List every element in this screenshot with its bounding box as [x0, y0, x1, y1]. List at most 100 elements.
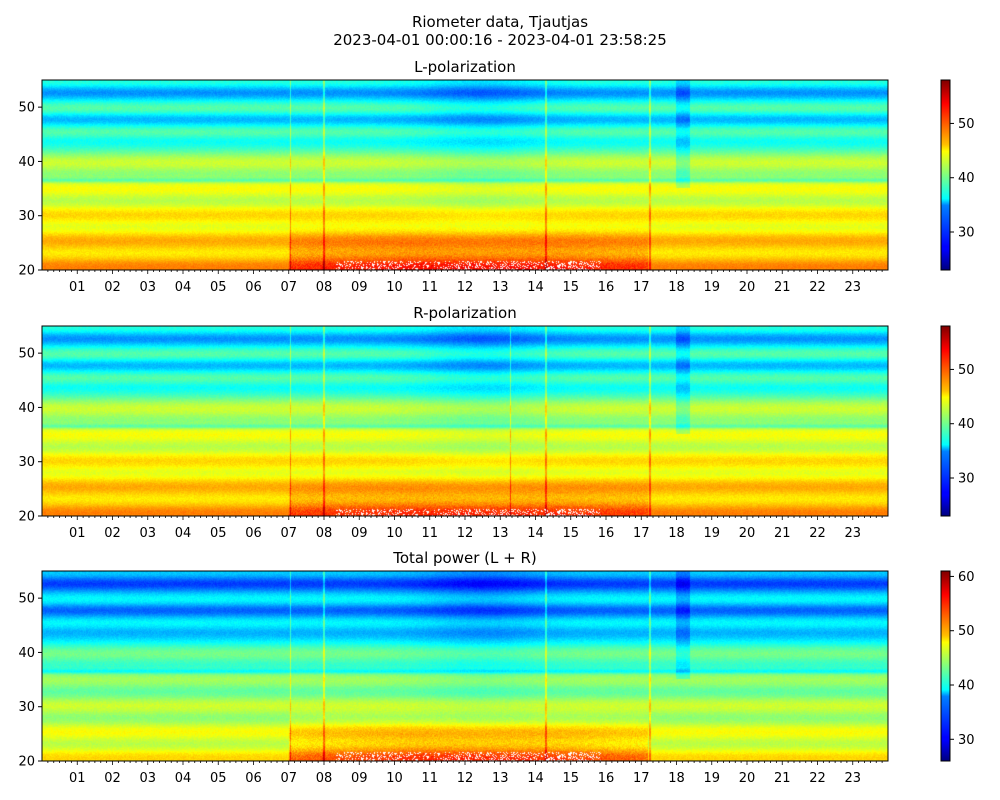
figure-title: Riometer data, Tjautjas [412, 13, 588, 31]
colorbar-tick-label: 50 [958, 117, 975, 132]
x-tick-label: 21 [774, 526, 791, 541]
x-tick-label: 16 [598, 280, 615, 295]
x-tick-label: 15 [562, 771, 579, 786]
colorbar-tick-label: 40 [958, 171, 975, 186]
x-tick-label: 16 [598, 526, 615, 541]
x-tick-label: 09 [351, 526, 368, 541]
x-tick-label: 08 [316, 280, 333, 295]
x-tick-label: 05 [210, 280, 227, 295]
heatmap-image [42, 571, 888, 761]
x-tick-label: 01 [69, 280, 86, 295]
colorbar-tick-label: 60 [958, 570, 975, 585]
y-tick-label: 40 [18, 155, 35, 170]
colorbar-tick-label: 40 [958, 679, 975, 694]
colorbar-tick-label: 50 [958, 363, 975, 378]
y-tick-label: 40 [18, 401, 35, 416]
x-tick-label: 14 [527, 771, 544, 786]
x-tick-label: 12 [457, 280, 474, 295]
x-tick-label: 01 [69, 771, 86, 786]
x-tick-label: 01 [69, 526, 86, 541]
x-tick-label: 11 [421, 771, 438, 786]
x-tick-label: 02 [104, 280, 121, 295]
x-tick-label: 19 [703, 771, 720, 786]
x-tick-label: 18 [668, 771, 685, 786]
x-tick-label: 04 [175, 526, 192, 541]
x-tick-label: 15 [562, 280, 579, 295]
panel-title: R-polarization [413, 304, 516, 322]
x-tick-label: 05 [210, 526, 227, 541]
y-tick-label: 30 [18, 700, 35, 715]
x-tick-label: 17 [633, 280, 650, 295]
x-tick-label: 06 [245, 280, 262, 295]
x-tick-label: 18 [668, 280, 685, 295]
colorbar [940, 325, 951, 517]
x-tick-label: 06 [245, 526, 262, 541]
x-tick-label: 03 [139, 280, 156, 295]
x-tick-label: 10 [386, 280, 403, 295]
colorbar-tick-label: 40 [958, 417, 975, 432]
x-tick-label: 22 [809, 771, 826, 786]
x-tick-label: 07 [280, 771, 297, 786]
x-tick-label: 22 [809, 280, 826, 295]
x-tick-label: 13 [492, 280, 509, 295]
x-tick-label: 11 [421, 526, 438, 541]
x-tick-label: 03 [139, 771, 156, 786]
colorbar-tick-label: 50 [958, 624, 975, 639]
heatmap-image [42, 80, 888, 270]
y-tick-label: 40 [18, 646, 35, 661]
x-tick-label: 09 [351, 280, 368, 295]
x-tick-label: 19 [703, 280, 720, 295]
x-tick-label: 14 [527, 526, 544, 541]
x-tick-label: 06 [245, 771, 262, 786]
x-tick-label: 08 [316, 771, 333, 786]
x-tick-label: 10 [386, 771, 403, 786]
y-tick-label: 30 [18, 455, 35, 470]
panel-3: Total power (L + R) 20 30 40 50 01 02 03 04 05 06 0… [18, 549, 974, 786]
x-tick-label: 15 [562, 526, 579, 541]
x-tick-label: 13 [492, 526, 509, 541]
colorbar-tick-label: 30 [958, 733, 975, 748]
x-tick-label: 12 [457, 771, 474, 786]
x-tick-label: 03 [139, 526, 156, 541]
x-tick-label: 20 [739, 526, 756, 541]
y-tick-label: 20 [18, 510, 35, 525]
y-tick-label: 20 [18, 264, 35, 279]
x-tick-label: 17 [633, 526, 650, 541]
x-tick-label: 20 [739, 280, 756, 295]
y-tick-label: 20 [18, 755, 35, 770]
x-tick-label: 04 [175, 771, 192, 786]
heatmap-image [42, 326, 888, 516]
colorbar [940, 79, 951, 271]
x-tick-label: 22 [809, 526, 826, 541]
colorbar [940, 570, 951, 762]
x-tick-label: 19 [703, 526, 720, 541]
x-tick-label: 11 [421, 280, 438, 295]
x-tick-label: 23 [844, 771, 861, 786]
x-tick-label: 16 [598, 771, 615, 786]
x-tick-label: 07 [280, 280, 297, 295]
y-tick-label: 30 [18, 209, 35, 224]
x-tick-label: 08 [316, 526, 333, 541]
x-tick-label: 21 [774, 771, 791, 786]
panel-title: L-polarization [414, 58, 516, 76]
x-tick-label: 02 [104, 526, 121, 541]
figure-subtitle: 2023-04-01 00:00:16 - 2023-04-01 23:58:2… [333, 31, 667, 49]
x-tick-label: 13 [492, 771, 509, 786]
x-tick-label: 14 [527, 280, 544, 295]
x-tick-label: 20 [739, 771, 756, 786]
colorbar-tick-label: 30 [958, 472, 975, 487]
y-tick-label: 50 [18, 347, 35, 362]
panel-title: Total power (L + R) [392, 549, 537, 567]
panel-1: L-polarization 20 30 40 50 01 02 03 04 05 06 07 08 09… [18, 58, 974, 295]
panel-2: R-polarization 20 30 40 50 01 02 03 04 05 06 07 08 09… [18, 304, 974, 541]
x-tick-label: 21 [774, 280, 791, 295]
x-tick-label: 02 [104, 771, 121, 786]
y-tick-label: 50 [18, 592, 35, 607]
colorbar-tick-label: 30 [958, 226, 975, 241]
x-tick-label: 12 [457, 526, 474, 541]
x-tick-label: 04 [175, 280, 192, 295]
x-tick-label: 07 [280, 526, 297, 541]
x-tick-label: 23 [844, 526, 861, 541]
x-tick-label: 05 [210, 771, 227, 786]
